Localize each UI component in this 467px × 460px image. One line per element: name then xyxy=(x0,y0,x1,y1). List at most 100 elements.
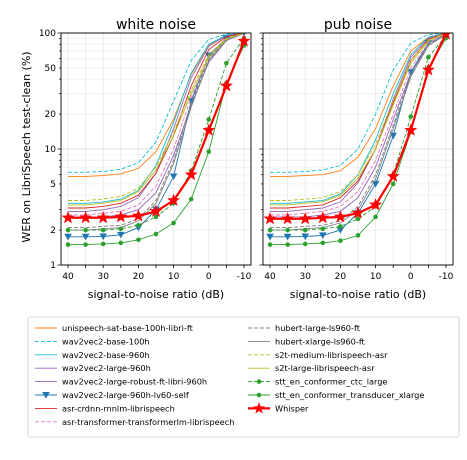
series-line-unispeech-sat-base-100h-libri-ft xyxy=(270,33,447,177)
series-line-wav2vec2-base-960h xyxy=(270,33,447,204)
legend-marker-dot xyxy=(256,392,262,398)
x-tick-label: -10 xyxy=(237,272,252,282)
series-line-asr-crdnn-rnnlm-librispeech xyxy=(68,33,245,209)
series-group xyxy=(263,33,452,247)
data-point-dot xyxy=(100,241,106,247)
data-point-dot xyxy=(224,60,229,66)
x-tick-label: 40 xyxy=(62,272,74,282)
legend-label: Whisper xyxy=(275,403,309,413)
data-point-star xyxy=(281,211,295,225)
data-point-dot xyxy=(136,222,141,228)
data-point-star xyxy=(79,210,93,224)
series-line-stt-en-conformer-ctc-large xyxy=(270,35,447,231)
legend-label: hubert-large-ls960-ft xyxy=(275,323,361,333)
legend-label: wav2vec2-large-robust-ft-libri-960h xyxy=(62,377,207,387)
legend-label: stt_en_conformer_ctc_large xyxy=(275,377,387,387)
x-axis-label-white-noise: signal-to-noise ratio (dB) xyxy=(88,288,224,301)
data-point-triangle xyxy=(266,233,274,241)
x-tick-label: 30 xyxy=(299,272,311,282)
legend-marker-dot xyxy=(256,379,262,384)
data-point-star xyxy=(298,211,312,225)
legend-entry: s2t-large-librispeech-asr xyxy=(248,363,375,373)
legend-label: s2t-large-librispeech-asr xyxy=(275,363,375,373)
series-line-s2t-large-librispeech-asr xyxy=(68,33,245,206)
y-tick-label: 100 xyxy=(39,29,56,39)
y-tick-label: 1 xyxy=(50,261,56,271)
data-point-dot xyxy=(100,227,106,233)
data-point-star xyxy=(184,167,198,181)
legend-label: asr-transformer-transformerlm-librispeec… xyxy=(62,417,234,427)
data-point-triangle xyxy=(319,232,327,239)
y-tick-label: 2 xyxy=(50,226,56,236)
data-point-dot xyxy=(206,117,212,122)
series-line-wav2vec2-base-960h xyxy=(68,33,245,204)
legend-entry: wav2vec2-large-960h xyxy=(35,363,151,373)
data-point-star xyxy=(316,210,330,224)
legend-label: stt_en_conformer_transducer_xlarge xyxy=(275,390,424,400)
x-axis-label-pub-noise: signal-to-noise ratio (dB) xyxy=(290,288,426,301)
data-point-star xyxy=(202,123,216,136)
series-group xyxy=(61,33,251,247)
data-point-triangle xyxy=(99,233,108,241)
x-tick-label: 0 xyxy=(408,272,414,282)
data-point-dot xyxy=(320,226,326,232)
data-point-dot xyxy=(267,242,273,247)
series-line-hubert-xlarge-ls960-ft xyxy=(68,33,245,231)
data-point-star xyxy=(96,210,110,224)
legend-label: wav2vec2-base-960h xyxy=(62,350,150,360)
data-point-star xyxy=(263,211,277,225)
data-point-star xyxy=(131,209,145,222)
series-line-s2t-medium-librispeech-asr xyxy=(270,33,447,201)
legend-entry: hubert-xlarge-ls960-ft xyxy=(248,336,366,346)
x-tick-label: -10 xyxy=(439,272,454,282)
legend-entry: wav2vec2-base-100h xyxy=(35,336,150,346)
legend-label: wav2vec2-large-960h xyxy=(62,363,151,373)
data-point-triangle xyxy=(64,233,72,241)
data-point-triangle xyxy=(169,173,178,181)
y-tick-label: 50 xyxy=(45,64,57,74)
legend-entry: wav2vec2-large-robust-ft-libri-960h xyxy=(35,377,207,387)
data-point-dot xyxy=(153,214,159,220)
legend-entry: hubert-large-ls960-ft xyxy=(248,323,361,333)
data-point-star xyxy=(440,33,452,40)
legend-marker-star xyxy=(253,402,265,414)
data-point-dot xyxy=(285,242,290,247)
data-point-dot xyxy=(302,241,308,247)
legend-entry: s2t-medium-librispeech-asr xyxy=(248,350,388,360)
data-point-dot xyxy=(302,227,308,233)
data-point-dot xyxy=(171,220,176,226)
data-point-dot xyxy=(136,237,141,243)
legend-frame xyxy=(27,316,460,438)
data-point-triangle xyxy=(81,233,90,241)
x-tick-label: 20 xyxy=(335,272,347,282)
data-point-star xyxy=(404,123,418,136)
legend-entry: wav2vec2-base-960h xyxy=(35,350,150,360)
legend-label: s2t-medium-librispeech-asr xyxy=(275,350,388,360)
data-point-dot xyxy=(373,214,378,220)
series-line-asr-transformer-transformerlm-librispeech xyxy=(68,33,245,216)
data-point-dot xyxy=(338,238,343,243)
legend-label: wav2vec2-base-100h xyxy=(62,336,150,346)
data-point-triangle xyxy=(117,231,125,239)
legend-entry: asr-crdnn-rnnlm-librispeech xyxy=(35,403,175,413)
legend-entry: stt_en_conformer_transducer_xlarge xyxy=(248,390,424,400)
series-line-hubert-large-ls960-ft xyxy=(68,33,245,229)
x-tick-label: 10 xyxy=(168,272,180,282)
series-line-s2t-medium-librispeech-asr xyxy=(68,33,245,201)
x-tick-label: 0 xyxy=(206,272,212,282)
data-point-star xyxy=(149,204,163,217)
data-point-star xyxy=(369,198,383,211)
data-point-star xyxy=(333,210,347,223)
y-tick-label: 5 xyxy=(50,180,56,190)
legend-label: wav2vec2-large-960h-lv60-self xyxy=(62,390,190,400)
data-point-star xyxy=(386,169,400,182)
x-tick-label: 20 xyxy=(133,272,145,282)
data-point-star xyxy=(61,210,75,224)
data-point-star xyxy=(237,34,251,47)
plot-panel-pub-noise: 40 30 20 10 0 -10 xyxy=(259,32,454,282)
data-point-star xyxy=(167,193,181,207)
data-point-dot xyxy=(285,227,290,233)
y-axis-label: WER on LibriSpeech test-clean (%) xyxy=(20,51,33,242)
data-point-dot xyxy=(118,240,124,246)
